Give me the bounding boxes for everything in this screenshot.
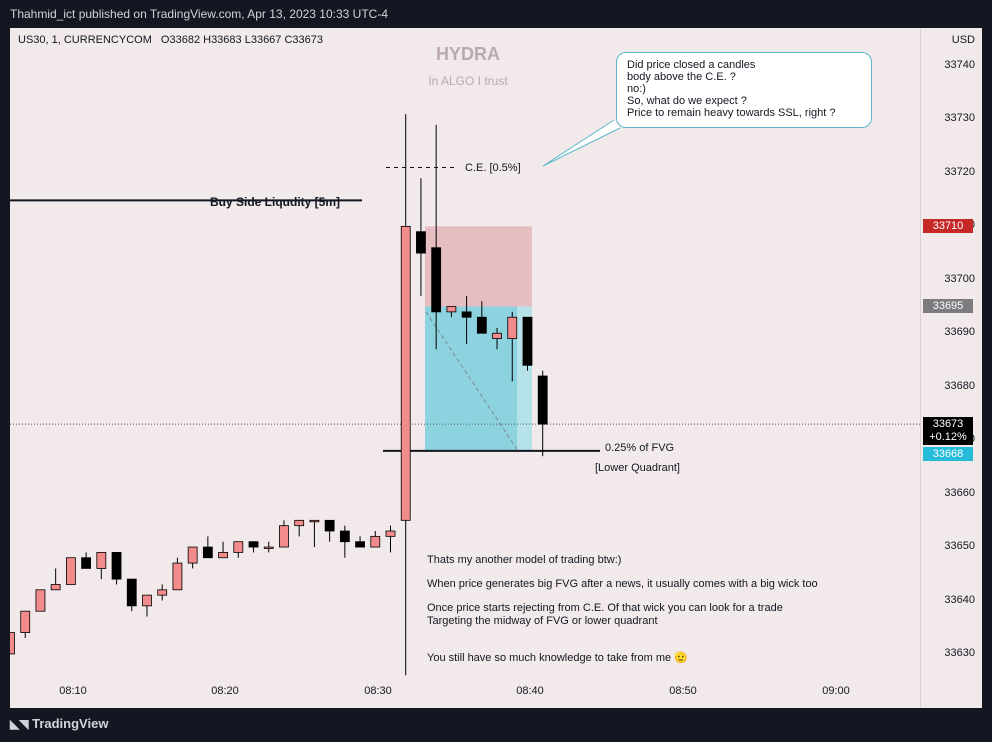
last-change: +0.12%	[929, 431, 967, 443]
watermark-subtitle: In ALGO I trust	[428, 74, 508, 88]
candle-body	[187, 546, 198, 564]
candle-body	[218, 551, 228, 559]
callout-line: So, what do we expect ?	[627, 95, 747, 107]
publisher-text: Thahmid_ict published on TradingView.com…	[10, 7, 388, 21]
note-line: Targeting the midway of FVG or lower qua…	[427, 615, 658, 627]
candle-body	[248, 541, 259, 548]
candle-body	[142, 594, 152, 607]
candle-body	[126, 578, 137, 607]
candle-body	[431, 247, 442, 313]
tv-logo-icon: ◣◥	[10, 717, 29, 731]
currency-label: USD	[951, 34, 975, 46]
time-tick-label: 09:00	[822, 685, 850, 697]
callout-bubble: Did price closed a candles body above th…	[616, 52, 872, 128]
candle-body	[537, 375, 548, 425]
callout-line: Did price closed a candles	[627, 59, 756, 71]
candle-body	[233, 541, 244, 553]
note-line: You still have so much knowledge to take…	[427, 652, 688, 664]
price-tick-label: 33640	[944, 593, 975, 606]
price-tick-label: 33690	[944, 326, 975, 339]
fvg-quarter-label: 0.25% of FVG	[605, 442, 675, 454]
candle-body	[476, 316, 487, 334]
candle-body	[10, 632, 15, 655]
time-tick-label: 08:40	[516, 685, 544, 697]
ohlc-values: O33682 H33683 L33667 C33673	[160, 34, 324, 46]
price-tick-label: 33680	[944, 379, 975, 392]
price-tag-high: 33710	[923, 219, 973, 233]
candle-body	[370, 535, 381, 548]
candle-body	[446, 306, 457, 313]
candle-body	[294, 519, 305, 527]
fvg-upper-zone	[425, 226, 532, 307]
time-tick-label: 08:10	[59, 685, 87, 697]
candle-body	[461, 311, 472, 318]
candle-body	[20, 610, 31, 633]
price-tick-label: 33660	[944, 486, 975, 499]
price-tick-label: 33630	[944, 646, 975, 659]
note-line: Thats my another model of trading btw:)	[427, 554, 622, 566]
candle-body	[522, 316, 533, 366]
candle-body	[324, 519, 335, 532]
callout-line: body above the C.E. ?	[627, 71, 736, 83]
price-tag-last: 33673 +0.12%	[923, 417, 973, 445]
price-tag-mid: 33695	[923, 299, 973, 313]
price-tag-low: 33668	[923, 447, 973, 461]
note-line: When price generates big FVG after a new…	[427, 578, 818, 590]
footer-bar: ◣◥ TradingView	[0, 708, 992, 742]
candle-body	[157, 589, 168, 596]
fvg-lower-zone	[425, 306, 517, 451]
watermark-title: HYDRA	[435, 44, 500, 64]
callout-pointer	[542, 119, 621, 167]
note-line: Once price starts rejecting from C.E. Of…	[427, 602, 783, 614]
price-tick-label: 33740	[944, 59, 975, 71]
candle-body	[202, 546, 213, 559]
candle-body	[263, 546, 274, 549]
price-tick-label: 33650	[944, 540, 975, 553]
callout-line: Price to remain heavy towards SSL, right…	[627, 107, 836, 119]
callout-line: no:)	[627, 83, 646, 95]
symbol-name[interactable]: US30, 1, CURRENCYCOM	[18, 34, 152, 46]
bsl-label: Buy Side Liqudity [5m]	[210, 195, 341, 209]
price-tick-label: 33720	[944, 165, 975, 178]
candle-body	[50, 584, 61, 591]
candle-body	[279, 525, 289, 548]
candle-body	[355, 541, 365, 548]
last-price: 33673	[932, 418, 964, 430]
publisher-bar: Thahmid_ict published on TradingView.com…	[0, 0, 992, 28]
notes-text: Thats my another model of trading btw:) …	[427, 554, 818, 665]
candle-body	[400, 225, 411, 521]
chart-svg	[10, 114, 920, 676]
lower-quadrant-label: [Lower Quadrant]	[595, 462, 680, 474]
candle-body	[309, 519, 320, 523]
time-tick-label: 08:30	[364, 685, 392, 697]
candle-body	[492, 332, 502, 339]
price-axis[interactable]: USD 336303364033650336603367033680336903…	[920, 28, 983, 708]
candle-body	[81, 557, 91, 569]
ce-label: C.E. [0.5%]	[465, 162, 521, 174]
symbol-legend: US30, 1, CURRENCYCOM O33682 H33683 L3366…	[18, 34, 323, 46]
candle-body	[35, 589, 46, 612]
time-tick-label: 08:20	[211, 685, 239, 697]
price-tick-label: 33700	[944, 272, 975, 285]
candle-body	[65, 557, 76, 585]
candle-body	[111, 551, 122, 580]
right-edge	[982, 28, 992, 708]
candle-body	[96, 551, 107, 569]
brand-name: TradingView	[32, 716, 109, 731]
candle-body	[172, 562, 183, 591]
chart-plot-area[interactable]: US30, 1, CURRENCYCOM O33682 H33683 L3366…	[10, 28, 920, 708]
candle-body	[385, 530, 396, 537]
time-tick-label: 08:50	[669, 685, 697, 697]
price-tick-label: 33730	[944, 112, 975, 125]
candle-body	[416, 231, 426, 254]
candle-body	[507, 316, 518, 339]
candle-body	[339, 530, 350, 543]
tradingview-logo[interactable]: ◣◥ TradingView	[10, 716, 108, 731]
